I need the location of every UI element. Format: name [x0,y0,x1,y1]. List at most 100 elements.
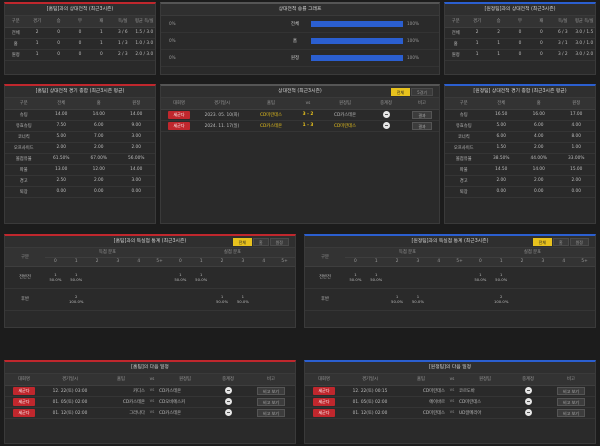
home-team[interactable]: CD카스테욘 [97,396,145,408]
broadcast-icon[interactable] [382,122,390,129]
schedule-row[interactable]: 세군다 12. 22(토) 00:15 CD미란데스 vs 코르도바 비고 보기 [305,385,595,397]
goal-cell: 1 50.0% [345,266,366,289]
table-row: 퇴장 0.00 0.00 0.00 [445,186,595,198]
league-badge: 세군다 [168,121,190,130]
league-badge: 세군다 [313,408,335,417]
goal-bucket-header: 4 [428,257,450,267]
away-team[interactable]: CD카스테욘 [321,109,369,121]
tab-home[interactable]: 홈 [552,238,569,246]
home-team[interactable]: 카디스 [97,385,145,397]
result-button[interactable]: 결과 [412,121,432,130]
tab-all[interactable]: 전체 [390,88,411,96]
table-cell: 0 [509,38,531,50]
schedule-row[interactable]: 세군다 01. 12(토) 02:00 CD미란데스 vs UD알메리아 비고 보기 [305,407,595,419]
tab-5games[interactable]: 5경기 [411,88,433,96]
panel-title: 상대전적 (최근3시즌) 전체 5경기 [161,86,439,98]
goal-bucket-header: 5+ [574,257,595,267]
table-row: 원정 1 1 0 0 3 / 2 3.0 / 2.0 [445,49,595,61]
column-header: vs [445,374,459,386]
note-button[interactable]: 비고 보기 [257,397,285,406]
note-button[interactable]: 비고 보기 [257,386,285,395]
table-cell: 0.00 [42,186,80,198]
goal-cell [386,266,408,289]
win-bar-track [311,38,403,44]
vs-label: vs [445,385,459,397]
column-header: 비고 [403,98,439,110]
home-team[interactable]: CD미란데스 [247,109,295,121]
goal-cell [511,266,533,289]
away-team[interactable]: CD카스테욘 [159,407,211,419]
column-header: 원정팀 [159,374,211,386]
home-score-panel: [홈팀]과의 득실점 통계 (최근3시즌) 전체 홈 원정 구분 득점 분포 실점 … [4,234,296,328]
table-cell: 2.00 [80,175,118,187]
table-cell: 14.00 [520,164,558,176]
goals-for-header: 득점 분포 [45,248,170,258]
table-row: 유효슈팅 5.00 6.00 4.00 [445,120,595,132]
broadcast-icon[interactable] [224,409,232,416]
home-team[interactable]: CD미란데스 [397,407,445,419]
table-cell: 14.50 [482,164,520,176]
away-team[interactable]: CD미란데스 [321,120,369,132]
away-team[interactable]: UD알메리아 [459,407,511,419]
goal-bucket-header: 1 [490,257,512,267]
table-cell: 14.00 [42,109,80,121]
date-cell: 2024. 11. 17(일) [197,120,247,132]
home-team[interactable]: 에이바르 [397,396,445,408]
match-row[interactable]: 세군다 2024. 11. 17(일) CD카스테욘 1 - 3 CD미란데스 결과 [161,120,439,132]
home-team[interactable]: CD미란데스 [397,385,445,397]
league-cell: 세군다 [5,407,43,419]
home-team[interactable]: 그라나다 [97,407,145,419]
goal-cell [169,288,191,311]
schedule-row[interactable]: 세군다 01. 05(토) 02:00 에이바르 vs CD미란데스 비고 보기 [305,396,595,408]
table-cell: 2.50 [42,175,80,187]
note-button[interactable]: 비고 보기 [557,397,585,406]
table-cell: 0 [69,27,91,39]
goal-bucket-header: 1 [190,257,212,267]
column-header: 전체 [482,98,520,110]
broadcast-icon[interactable] [524,409,532,416]
match-list-panel: 상대전적 (최근3시즌) 전체 5경기 대회명 경기일시 홈팀 vs 원정팀 중계정 비고 … [160,84,440,224]
win-bar-fill [311,38,403,44]
schedule-row[interactable]: 세군다 01. 05(토) 02:00 CD카스테욘 vs CD오비에스커 비고 보기 [5,396,295,408]
tab-home[interactable]: 홈 [252,238,269,246]
row-label: 후반 [305,288,345,311]
away-team[interactable]: CD미란데스 [459,396,511,408]
tab-away[interactable]: 원정 [269,238,289,246]
win-bar-fill [311,55,403,61]
draw-pct: 0% [169,38,176,43]
table-cell: 3.0 / 1.5 [573,27,595,39]
table-row: 퇴장 0.00 0.00 0.00 [5,186,155,198]
home-team[interactable]: CD카스테욘 [247,120,295,132]
note-button[interactable]: 비고 보기 [557,386,585,395]
goal-cell [345,288,366,311]
column-header: 원정팀 [321,98,369,110]
broadcast-icon[interactable] [382,111,390,118]
table-cell: 0.00 [80,186,118,198]
table-cell: 0.00 [482,186,520,198]
tab-away[interactable]: 원정 [569,238,589,246]
tab-all[interactable]: 전체 [232,238,252,246]
table-cell: 6.00 [80,120,118,132]
goal-cell [449,288,470,311]
tab-all[interactable]: 전체 [532,238,552,246]
graph-row: 0% 전체 100% [161,16,439,33]
schedule-row[interactable]: 세군다 01. 12(토) 02:00 그라나다 vs CD카스테욘 비고 보기 [5,407,295,419]
note-button[interactable]: 비고 보기 [557,408,585,417]
column-header: 홈팀 [247,98,295,110]
away-team[interactable]: CD카스테욘 [159,385,211,397]
column-header: 경기일시 [43,374,97,386]
note-cell: 비고 보기 [545,396,595,408]
broadcast-icon[interactable] [224,398,232,405]
note-button[interactable]: 비고 보기 [257,408,285,417]
away-team[interactable]: 코르도바 [459,385,511,397]
broadcast-icon[interactable] [524,387,532,394]
broadcast-icon[interactable] [524,398,532,405]
broadcast-icon[interactable] [224,387,232,394]
table-cell: 3 / 1 [552,38,574,50]
win-pct: 100% [407,21,419,26]
away-team[interactable]: CD오비에스커 [159,396,211,408]
result-button[interactable]: 결과 [412,110,432,119]
schedule-row[interactable]: 세군다 12. 22(토) 03:00 카디스 vs CD카스테욘 비고 보기 [5,385,295,397]
match-row[interactable]: 세군다 2023. 05. 10(화) CD미란데스 3 - 2 CD카스테욘 결과 [161,109,439,121]
